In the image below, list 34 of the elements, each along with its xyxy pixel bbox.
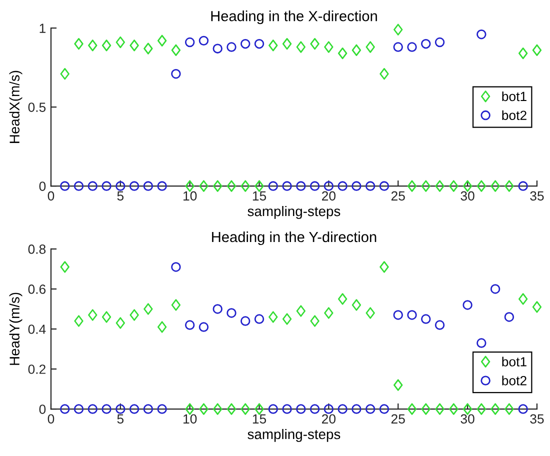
x-tick-label: 30 [460, 191, 474, 201]
legend-label: bot1 [502, 356, 526, 366]
x-tick-label: 10 [184, 191, 197, 201]
chart-title: Heading in the X-direction [211, 10, 377, 24]
chart-title: Heading in the Y-direction [212, 231, 376, 246]
x-tick-label: 35 [530, 191, 544, 201]
x-axis-title: sampling-steps [248, 428, 340, 442]
x-tick-label: 5 [117, 191, 124, 201]
x-tick-label: 0 [48, 191, 54, 201]
x-tick-label: 15 [252, 191, 266, 201]
y-tick-label: 0.6 [28, 284, 46, 294]
legend-label: bot2 [502, 376, 526, 386]
x-tick-label: 5 [117, 414, 124, 424]
x-tick-label: 20 [322, 414, 336, 424]
y-tick-label: 1 [40, 24, 46, 33]
x-tick-label: 0 [48, 414, 54, 424]
x-tick-label: 10 [184, 414, 197, 424]
x-axis-title: sampling-steps [248, 206, 340, 219]
y-tick-label: 0.2 [28, 364, 46, 374]
y-tick-label: 0 [39, 404, 46, 414]
legend-label: bot2 [502, 110, 526, 120]
y-axis-title: HeadY(m/s) [9, 292, 22, 365]
y-tick-label: 0.4 [28, 324, 46, 334]
x-tick-label: 35 [530, 414, 544, 424]
y-tick-label: 0.8 [28, 244, 46, 254]
legend-label: bot1 [502, 91, 526, 102]
x-tick-label: 30 [460, 414, 474, 424]
y-tick-label: 0 [39, 182, 46, 191]
y-axis-title: HeadX(m/s) [9, 70, 22, 143]
y-tick-label: 0.5 [28, 102, 46, 112]
x-tick-label: 20 [322, 191, 336, 201]
x-tick-label: 25 [391, 191, 405, 201]
x-tick-label: 25 [391, 414, 405, 424]
x-tick-label: 15 [252, 414, 266, 424]
